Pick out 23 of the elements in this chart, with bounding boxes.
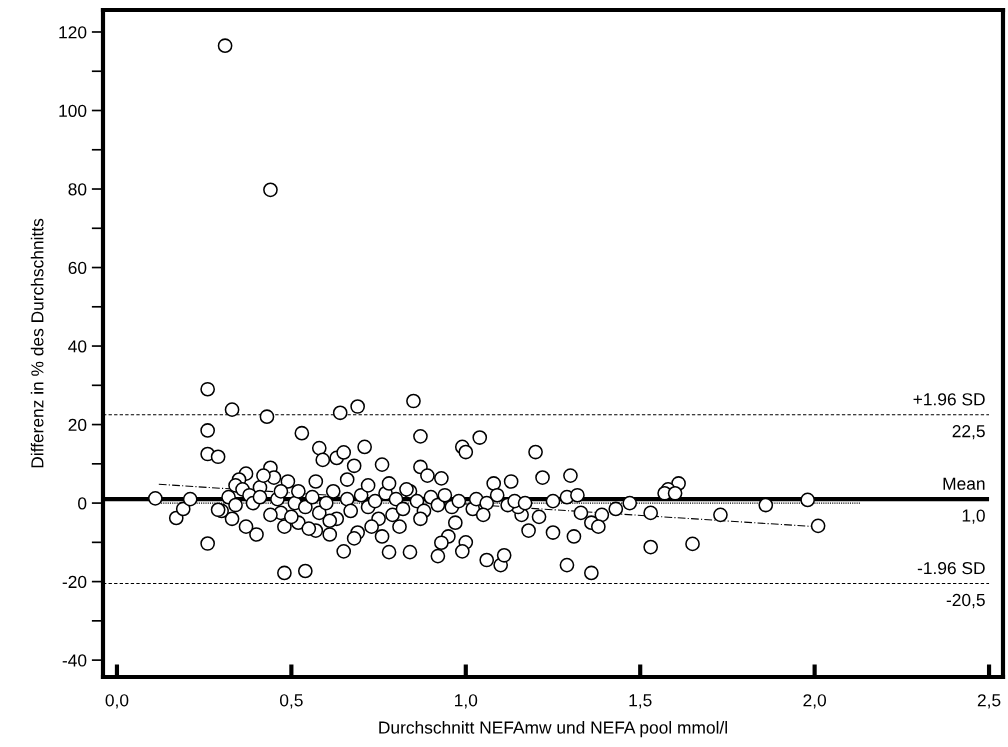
- y-tick-label: 80: [68, 183, 87, 196]
- y-tick-label: 60: [68, 261, 87, 274]
- x-tick-label: 1,0: [455, 694, 478, 709]
- ref-line-label: +1.96 SD: [913, 393, 985, 406]
- x-tick-label: 2,0: [803, 694, 827, 709]
- y-tick-label: 100: [59, 104, 87, 117]
- x-tick-label: 2,5: [977, 694, 1001, 709]
- annotation: 22,5: [952, 425, 985, 440]
- x-axis-title: Durchschnitt NEFAmw und NEFA pool mmol/l: [379, 720, 727, 738]
- annotation: 1,0: [962, 509, 985, 524]
- ref-line-label: -1.96 SD: [917, 561, 985, 575]
- y-tick-label: -20: [62, 575, 87, 589]
- y-tick-label: 20: [68, 418, 87, 432]
- y-tick-label: -40: [62, 654, 87, 667]
- x-tick-label: 0,0: [105, 694, 129, 709]
- y-axis-title: Differenz in % des Durchschnitts: [30, 218, 44, 468]
- y-tick-label: 0: [78, 497, 87, 510]
- annotation: -20,5: [946, 593, 985, 609]
- y-tick-label: 120: [59, 26, 87, 39]
- x-tick-label: 1,5: [629, 694, 652, 709]
- ref-line-label: Mean: [943, 477, 985, 490]
- x-tick-label: 0,5: [279, 694, 303, 709]
- y-tick-label: 40: [68, 340, 87, 353]
